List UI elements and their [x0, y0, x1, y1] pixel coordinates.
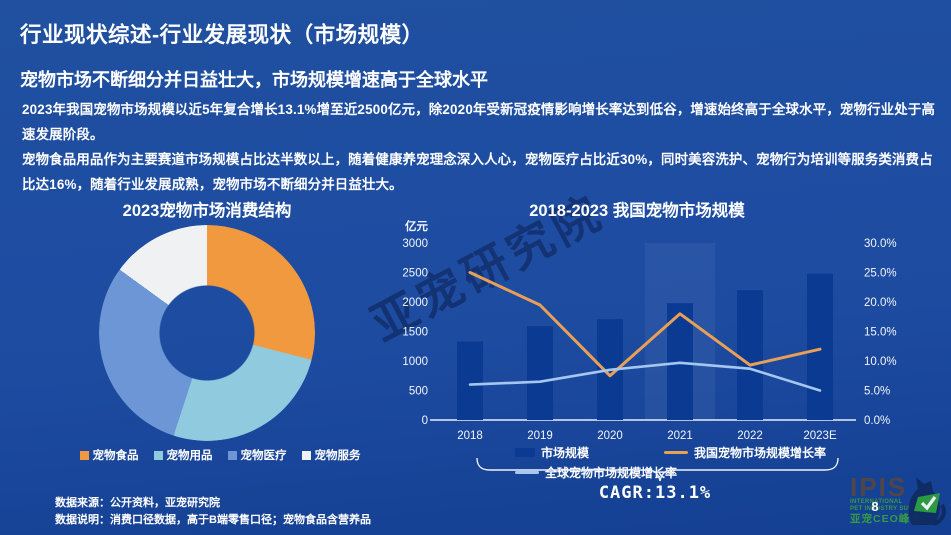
x-axis-label-2020: 2020 [597, 430, 623, 442]
bar-2022 [737, 290, 763, 420]
legend-label-pet-medical: 宠物医疗 [240, 450, 287, 462]
data-note-line: 数据说明：消费口径数据，高于B端零售口径；宠物食品含营养品 [55, 513, 371, 526]
paragraph-1: 2023年我国宠物市场规模以近5年复合增长13.1%增至近2500亿元，除202… [22, 102, 936, 142]
ipis-logo-cn: 亚宠CEO峰会 [850, 513, 922, 525]
right-axis-tick-5.0%: 5.0% [864, 386, 890, 398]
bar-2019 [527, 326, 553, 420]
cagr-annotation: CAGR:13.1% [598, 483, 712, 503]
page-title: 行业现状综述-行业发展现状（市场规模） [20, 23, 424, 47]
bar-2018 [457, 341, 483, 420]
right-axis-tick-30.0%: 30.0% [864, 238, 897, 250]
left-axis-tick-1500: 1500 [402, 327, 428, 339]
page-subtitle: 宠物市场不断细分并日益壮大，市场规模增速高于全球水平 [20, 70, 488, 90]
legend-item-cn-growth: 我国宠物市场规模增长率 [664, 444, 826, 461]
left-axis-tick-2000: 2000 [402, 297, 428, 309]
left-axis-tick-500: 500 [409, 386, 428, 398]
legend-label-pet-services: 宠物服务 [314, 450, 361, 462]
right-axis-tick-20.0%: 20.0% [864, 297, 897, 309]
right-axis-tick-15.0%: 15.0% [864, 327, 897, 339]
ipis-logo: IPIS INTERNATIONAL PET INDUSTRY SUMMIT 亚… [850, 472, 948, 526]
global-growth-line [468, 361, 822, 392]
cn-growth-line [468, 271, 822, 378]
x-axis-label-2018: 2018 [457, 430, 483, 442]
legend-item-pet-medical: 宠物医疗 [227, 447, 287, 463]
ipis-logo-line2: PET INDUSTRY SUMMIT [850, 506, 925, 512]
right-axis-tick-10.0%: 10.0% [864, 356, 897, 368]
legend-label-pet-supplies: 宠物用品 [166, 450, 213, 462]
left-axis-tick-2500: 2500 [402, 268, 428, 280]
left-axis-unit-label: 亿元 [405, 219, 428, 233]
x-axis-label-2019: 2019 [527, 430, 553, 442]
legend-label-market-size: 市场规模 [541, 446, 590, 460]
pet-services-swatch-icon [301, 450, 311, 460]
combo-chart-title: 2018-2023 我国宠物市场规模 [529, 202, 745, 220]
donut-chart [99, 225, 315, 441]
legend-item-pet-food: 宠物食品 [79, 447, 139, 463]
combo-chart-svg: 亿元 0 500 1000 1500 2000 2500 3000 0.0% 5.0% 10.0% 1… [402, 219, 897, 442]
x-axis-label-2021: 2021 [667, 430, 693, 442]
legend-item-pet-supplies: 宠物用品 [153, 447, 213, 463]
legend-label-cn-growth: 我国宠物市场规模增长率 [694, 446, 827, 460]
left-axis-tick-1000: 1000 [402, 356, 428, 368]
legend-label-pet-food: 宠物食品 [92, 450, 139, 462]
bar-2023E [807, 273, 833, 420]
cn-growth-swatch-icon [664, 451, 688, 454]
donut-chart-title: 2023宠物市场消费结构 [122, 202, 292, 220]
ipis-logo-text: IPIS [850, 472, 908, 502]
left-axis-tick-0: 0 [422, 415, 428, 427]
cat-logo-icon [908, 477, 946, 526]
right-axis-tick-25.0%: 25.0% [864, 268, 897, 280]
footer-notes: 数据来源：公开资料，亚宠研究院 数据说明：消费口径数据，高于B端零售口径；宠物食… [55, 495, 371, 528]
paragraph-2: 宠物食品用品作为主要赛道市场规模占比达半数以上，随着健康养宠理念深入人心，宠物医… [22, 152, 933, 192]
data-source-line: 数据来源：公开资料，亚宠研究院 [55, 497, 220, 509]
cagr-brace [476, 457, 839, 482]
left-axis-tick-3000: 3000 [402, 238, 428, 250]
x-axis-label-2023E: 2023E [803, 430, 837, 442]
pet-supplies-swatch-icon [153, 450, 163, 460]
x-axis-label-2022: 2022 [737, 430, 763, 442]
page-number: 8 [871, 499, 879, 514]
donut-legend: 宠物食品 宠物用品 宠物医疗 宠物服务 [60, 447, 380, 463]
global-growth-swatch-icon [515, 471, 539, 474]
pet-food-swatch-icon [79, 450, 89, 460]
legend-item-market-size: 市场规模 [515, 444, 589, 461]
ipis-logo-line1: INTERNATIONAL [850, 499, 903, 505]
legend-item-pet-services: 宠物服务 [301, 447, 361, 463]
market-size-swatch-icon [515, 448, 535, 457]
right-axis-tick-0.0%: 0.0% [864, 415, 890, 427]
pet-medical-swatch-icon [227, 450, 237, 460]
